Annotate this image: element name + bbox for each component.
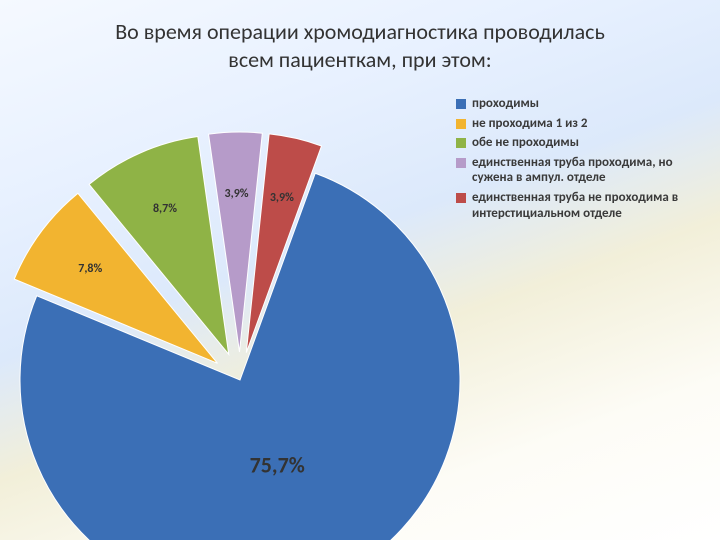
- slice-label: 7,8%: [78, 262, 102, 276]
- legend-item: не проходима 1 из 2: [456, 116, 706, 132]
- legend-item: обе не проходимы: [456, 135, 706, 151]
- slide-title: Во время операции хромодиагностика прово…: [0, 18, 720, 73]
- legend-text: проходимы: [472, 96, 706, 112]
- legend-swatch: [456, 138, 466, 148]
- slice-label: 75,7%: [250, 451, 305, 478]
- legend-swatch: [456, 158, 466, 168]
- legend-text: единственная труба проходима, но сужена …: [472, 155, 706, 186]
- legend-swatch: [456, 119, 466, 129]
- slice-label: 8,7%: [153, 202, 177, 216]
- legend-text: не проходима 1 из 2: [472, 116, 706, 132]
- legend-swatch: [456, 193, 466, 203]
- slice-label: 3,9%: [270, 191, 294, 205]
- slide: Во время операции хромодиагностика прово…: [0, 0, 720, 540]
- slice-label: 3,9%: [225, 187, 249, 201]
- legend-item: единственная труба проходима, но сужена …: [456, 155, 706, 186]
- legend-swatch: [456, 99, 466, 109]
- legend-item: проходимы: [456, 96, 706, 112]
- legend-text: единственная труба не проходима в интерс…: [472, 190, 706, 221]
- legend: проходимы не проходима 1 из 2 обе не прохо…: [456, 96, 706, 225]
- legend-text: обе не проходимы: [472, 135, 706, 151]
- legend-item: единственная труба не проходима в интерс…: [456, 190, 706, 221]
